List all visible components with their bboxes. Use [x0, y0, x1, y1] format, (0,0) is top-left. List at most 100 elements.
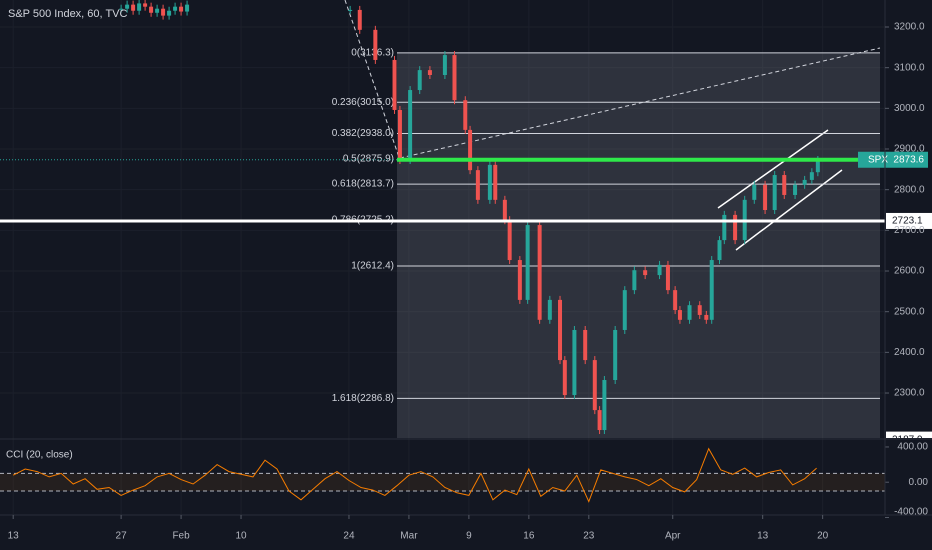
price-badge-value: 2873.6	[893, 154, 924, 165]
candle-body	[547, 299, 552, 320]
candle-body	[442, 55, 447, 75]
candle-body	[802, 179, 807, 185]
candle-body	[772, 175, 777, 211]
fib-label: 1(2612.4)	[351, 261, 394, 272]
candle-body	[357, 9, 362, 30]
y-tick-label: 2600.0	[894, 266, 925, 277]
fib-label: 0.5(2875.9)	[343, 153, 394, 164]
candle-body	[161, 8, 166, 16]
candle-body	[137, 3, 142, 11]
cci-pane: 400.00 0.00 -400.00	[0, 442, 928, 518]
fib-background	[397, 52, 880, 438]
candle-body	[179, 6, 184, 12]
candle-body	[131, 4, 136, 11]
candle-body	[572, 329, 577, 396]
y-tick-label: 2900.0	[894, 144, 925, 155]
candle-body	[782, 175, 787, 195]
candle-body	[558, 299, 563, 361]
candle-body	[143, 3, 148, 7]
price-badge	[886, 212, 932, 229]
candle-body	[392, 59, 397, 110]
cci-plot	[0, 447, 885, 503]
channel-line	[735, 169, 843, 251]
price-badge	[886, 431, 932, 438]
x-tick-label: 9	[466, 531, 472, 542]
candle-body	[487, 164, 492, 200]
candle-body	[397, 109, 402, 160]
trend-line	[344, 0, 401, 161]
fib-label: 0(3136.3)	[351, 48, 394, 59]
price-badge-value: 2723.1	[892, 216, 923, 227]
price-badge-value: 2187.9	[892, 434, 923, 445]
candle-body	[583, 329, 588, 361]
price-badge	[858, 151, 928, 168]
candle-body	[468, 129, 473, 171]
price-lines: SPX 2873.6 2723.1 2187.9	[0, 151, 932, 445]
y-tick-label: 400.00	[897, 442, 928, 453]
candle-body	[815, 159, 820, 173]
candle-body	[452, 55, 457, 101]
candle-body	[119, 8, 124, 10]
fib-label: 0.618(2813.7)	[332, 179, 394, 190]
candle-body	[373, 29, 378, 60]
y-tick-label: 3000.0	[894, 103, 925, 114]
y-tick-label: 3200.0	[894, 22, 925, 33]
candle-body	[348, 9, 353, 11]
candle-body	[537, 225, 542, 320]
x-tick-label: Apr	[665, 531, 681, 542]
candle-body	[704, 314, 709, 320]
candle-body	[592, 360, 597, 411]
y-tick-label: 2800.0	[894, 184, 925, 195]
candle-body	[463, 100, 468, 130]
x-tick-label: 24	[343, 531, 355, 542]
candle-body	[613, 329, 618, 381]
candle-body	[507, 220, 512, 261]
y-tick-label: 2500.0	[894, 306, 925, 317]
candle-body	[752, 184, 757, 200]
y-tick-label: 2400.0	[894, 347, 925, 358]
candle-body	[809, 172, 814, 180]
candle-body	[622, 290, 627, 330]
candle-body	[525, 225, 530, 300]
grid	[0, 0, 885, 515]
fib-label: 0.236(3015.0)	[332, 97, 394, 108]
candle-body	[673, 290, 678, 311]
x-tick-label: 20	[817, 531, 829, 542]
candle-body	[493, 164, 498, 200]
candle-body	[763, 184, 768, 211]
candle-body	[733, 214, 738, 241]
candle-body	[502, 199, 507, 221]
time-axis: 13 27 Feb 10 24 Mar 9 16 23 Apr 13 20	[8, 515, 829, 542]
candle-body	[125, 4, 130, 9]
candle-body	[632, 270, 637, 291]
candle-body	[427, 70, 432, 75]
x-tick-label: 16	[523, 531, 535, 542]
y-tick-label: 0.00	[909, 477, 929, 488]
fib-label: 0.382(2938.0)	[332, 128, 394, 139]
candle-body	[408, 90, 413, 160]
x-tick-label: 10	[235, 531, 247, 542]
candle-body	[562, 360, 567, 396]
candle-body	[722, 214, 727, 241]
candle-body	[149, 6, 154, 13]
candle-body	[687, 305, 692, 320]
candle-body	[677, 310, 682, 320]
chart-title: S&P 500 Index, 60, TVC	[8, 8, 128, 20]
channel-line	[717, 129, 829, 209]
x-tick-label: 23	[583, 531, 595, 542]
y-tick-label: 2300.0	[894, 388, 925, 399]
candle-body	[665, 264, 670, 291]
candle-body	[597, 410, 602, 431]
candle-body	[793, 184, 798, 195]
x-tick-label: 27	[116, 531, 128, 542]
candle-body	[475, 170, 480, 200]
price-badge-symbol: SPX	[868, 154, 888, 165]
candle-body	[155, 8, 160, 13]
trend-line	[399, 47, 881, 159]
candle-body	[517, 260, 522, 300]
candle-body	[709, 260, 714, 320]
candle-body	[657, 264, 662, 276]
cci-band	[0, 473, 885, 492]
